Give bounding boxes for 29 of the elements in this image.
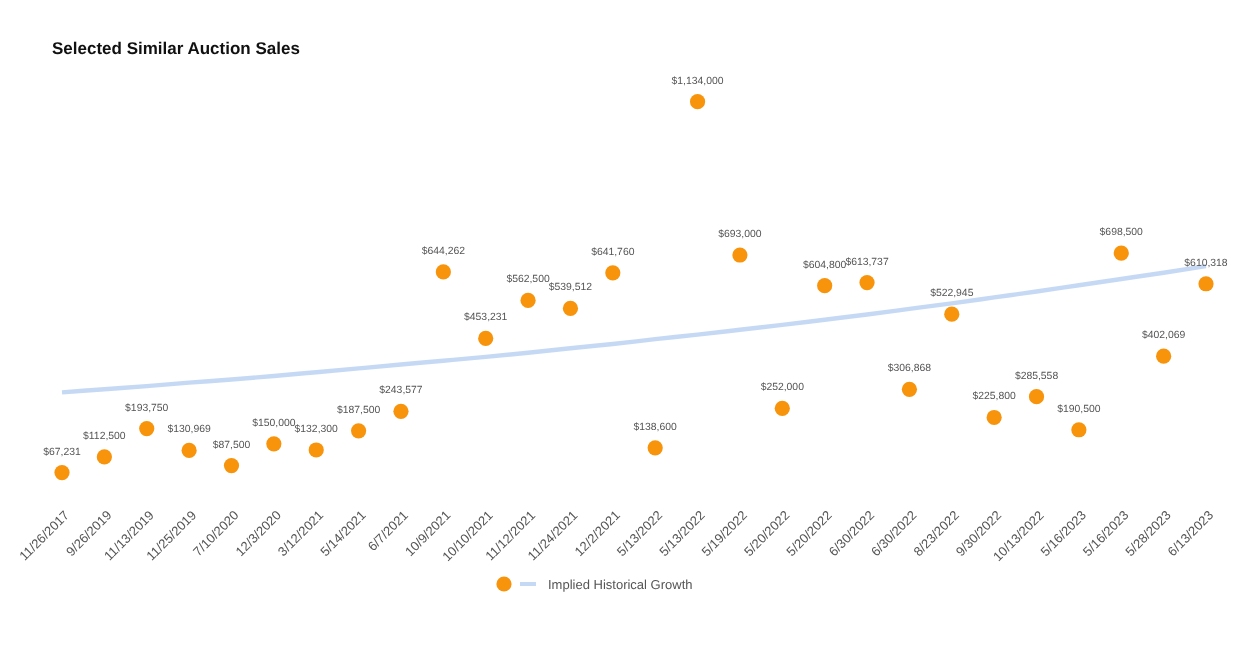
point [689,94,706,110]
point [308,442,324,458]
point [96,449,112,465]
point [54,465,70,481]
point [1198,276,1214,292]
point [393,403,409,419]
point [1071,422,1087,438]
point [1156,348,1172,364]
point [1028,389,1045,405]
chart-title: Selected Similar Auction Sales [52,38,301,58]
point [605,265,621,281]
point [944,306,960,322]
point [181,442,197,459]
point [732,247,748,263]
point [350,423,367,439]
point [647,440,663,456]
point [435,264,451,280]
point [817,278,833,294]
point [520,292,536,308]
point [901,381,918,397]
point [859,274,875,291]
point [562,300,579,316]
point [139,421,155,437]
point [986,409,1002,426]
point [1113,245,1129,261]
point [774,400,790,416]
point [478,330,494,346]
point [223,457,240,474]
point [266,436,282,452]
